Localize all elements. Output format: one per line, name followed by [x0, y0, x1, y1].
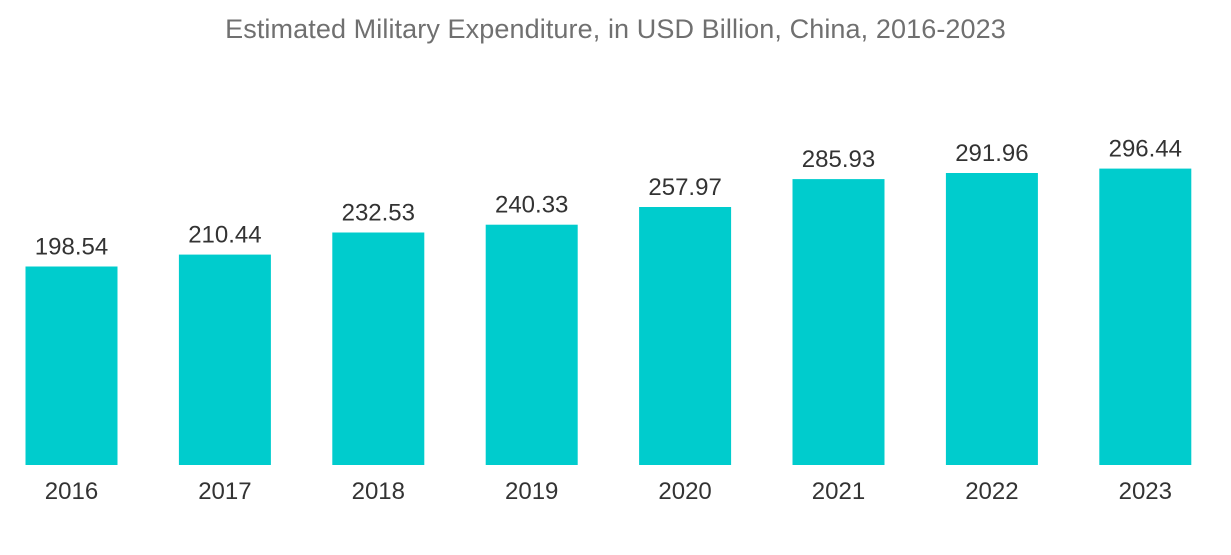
- value-labels-group: 198.54 210.44 232.53 240.33 257.97 285.93 291.…: [35, 136, 1182, 261]
- value-label-2016: 198.54: [35, 234, 108, 261]
- bar-2022: [945, 173, 1038, 465]
- value-label-2021: 285.93: [802, 146, 875, 173]
- x-tick-label-2022: 2022: [965, 478, 1018, 505]
- x-tick-label-2018: 2018: [352, 478, 405, 505]
- bar-2019: [485, 224, 578, 465]
- x-tick-label-2020: 2020: [658, 478, 711, 505]
- bar-2020: [639, 207, 732, 465]
- bar-2018: [332, 232, 425, 465]
- value-label-2020: 257.97: [648, 174, 721, 201]
- bar-2023: [1099, 168, 1192, 465]
- x-tick-label-2023: 2023: [1119, 478, 1172, 505]
- value-label-2019: 240.33: [495, 192, 568, 219]
- value-label-2017: 210.44: [188, 222, 261, 249]
- x-tick-label-2019: 2019: [505, 478, 558, 505]
- bar-2017: [178, 254, 271, 465]
- x-tick-label-2017: 2017: [198, 478, 251, 505]
- x-tick-label-2016: 2016: [45, 478, 98, 505]
- bars-group: [25, 168, 1192, 465]
- bar-2016: [25, 266, 118, 465]
- value-label-2018: 232.53: [342, 200, 415, 227]
- x-tick-label-2021: 2021: [812, 478, 865, 505]
- chart-title: Estimated Military Expenditure, in USD B…: [225, 14, 1006, 44]
- bar-2021: [792, 179, 885, 465]
- x-axis-ticks: 2016 2017 2018 2019 2020 2021 2022 2023: [45, 478, 1172, 505]
- value-label-2023: 296.44: [1109, 136, 1182, 163]
- value-label-2022: 291.96: [955, 140, 1028, 167]
